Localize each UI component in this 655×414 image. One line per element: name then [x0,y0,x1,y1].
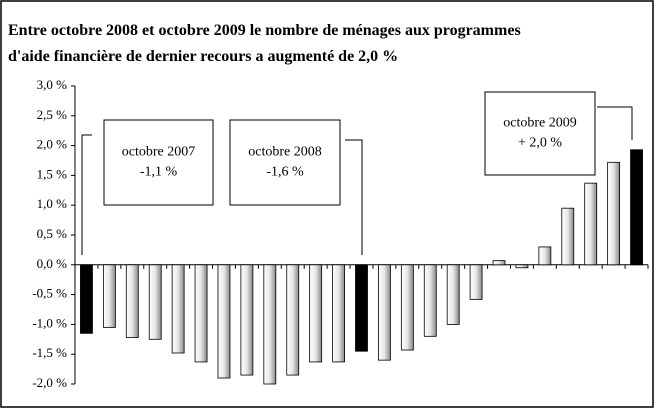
bar [80,264,93,334]
y-tick-label: 1,0 % [37,196,68,211]
y-tick-label: -1,5 % [32,345,67,360]
annotation-text: octobre 2007 [122,145,195,160]
bar [102,264,116,328]
bar [194,264,208,363]
bar [125,264,139,338]
y-tick-label: 0,0 % [37,256,68,271]
annotation-text: octobre 2008 [248,145,321,160]
bar [561,207,575,266]
bar [492,260,506,266]
annotation-box [229,119,341,206]
bar [355,264,368,352]
bar [469,264,483,300]
bar [607,161,621,266]
annotation-text: -1,6 % [266,165,304,180]
chart-subtitle: d'aide financière de dernier recours a a… [8,48,398,65]
annotation-text: + 2,0 % [518,136,562,151]
annotation-box [484,91,596,176]
y-tick-label: 0,5 % [37,226,68,241]
bar [286,264,300,376]
bar [148,264,162,340]
y-tick-label: 3,0 % [37,77,68,92]
y-tick-label: -0,5 % [32,286,67,301]
y-tick-label: 2,5 % [37,107,68,122]
y-tick-label: 2,0 % [37,137,68,152]
bar [446,264,460,325]
chart-title: Entre octobre 2008 et octobre 2009 le no… [8,22,521,39]
bar [171,264,185,354]
y-tick-label: -2,0 % [32,375,67,390]
bar [423,264,437,337]
y-tick-label: 1,5 % [37,166,68,181]
bar [630,149,643,266]
y-tick-label: -1,0 % [32,315,67,330]
brackets [81,106,633,255]
bar [309,264,323,363]
annotation-text: octobre 2009 [503,116,576,131]
bar [378,264,391,361]
bar [263,264,277,385]
bar [538,246,552,266]
bar [515,264,529,269]
bar [240,264,254,376]
bar [332,264,345,363]
annotation-box [103,119,214,206]
bar [400,264,414,351]
bar [584,182,598,266]
annotation-text: -1,1 % [140,165,178,180]
bar [217,264,231,379]
